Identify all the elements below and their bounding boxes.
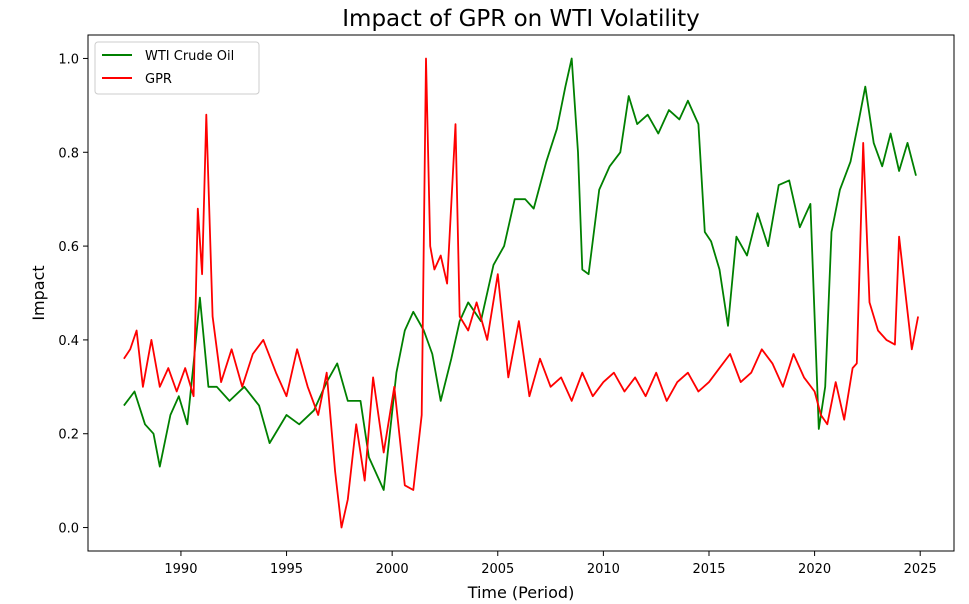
legend-label-wti: WTI Crude Oil [145,49,234,64]
plot-area-frame [87,34,955,552]
y-tick-label: 0.0 [58,522,79,537]
legend-label-gpr: GPR [145,72,172,87]
y-axis: 0.0 0.2 0.4 0.6 0.8 1.0 [58,52,88,537]
series-layer [123,57,919,529]
legend: WTI Crude Oil GPR [94,41,260,95]
y-tick-label: 1.0 [58,52,79,67]
y-tick-label: 0.4 [58,334,79,349]
legend-box [94,41,260,95]
x-axis-label: Time (Period) [467,583,575,602]
x-tick-label: 2005 [481,562,514,577]
y-tick-label: 0.6 [58,240,79,255]
x-tick-label: 2015 [692,562,725,577]
x-tick-label: 2010 [587,562,620,577]
x-tick-label: 2020 [798,562,831,577]
y-tick-label: 0.2 [58,428,79,443]
x-tick-label: 1995 [270,562,303,577]
series-line-gpr [123,57,919,529]
y-tick-label: 0.8 [58,146,79,161]
y-axis-label: Impact [29,265,48,320]
x-axis: 1990 1995 2000 2005 2010 2015 2020 2025 [164,551,937,577]
chart-title: Impact of GPR on WTI Volatility [342,6,700,32]
x-tick-label: 2025 [904,562,937,577]
series-line-wti-crude-oil [123,57,917,491]
x-tick-label: 1990 [164,562,197,577]
x-tick-label: 2000 [376,562,409,577]
